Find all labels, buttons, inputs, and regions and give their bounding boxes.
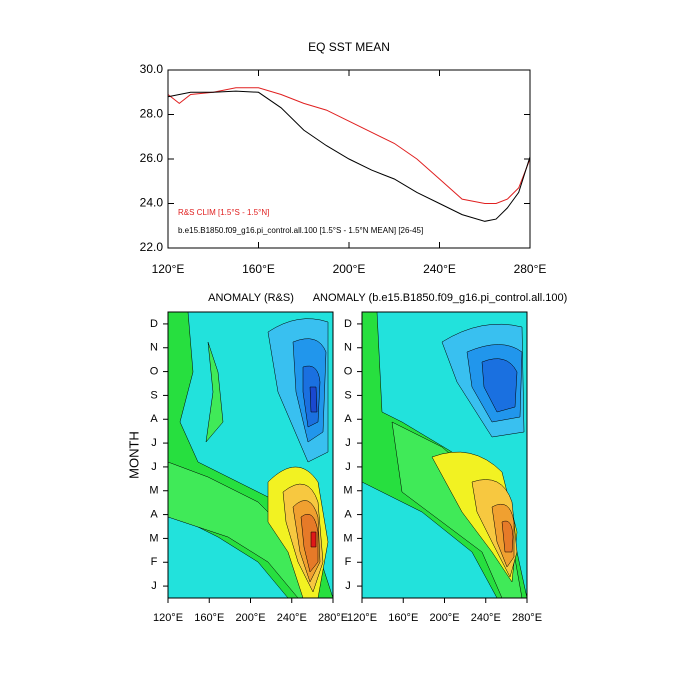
contour-fill	[300, 513, 319, 573]
contour-fill	[309, 386, 318, 413]
y-tick-label: J	[151, 580, 157, 592]
x-tick-label: 280°E	[512, 612, 542, 624]
x-tick-label: 200°E	[429, 612, 459, 624]
y-tick-label: M	[343, 532, 352, 544]
y-tick-label: A	[344, 413, 352, 425]
series-line	[167, 87, 531, 204]
x-tick-label: 200°E	[333, 262, 366, 276]
y-tick-label: M	[343, 485, 352, 497]
y-tick-label: S	[344, 389, 351, 401]
y-tick-label: O	[344, 365, 353, 377]
x-tick-label: 280°E	[514, 262, 547, 276]
y-tick-label: 28.0	[140, 107, 164, 121]
panel-title: ANOMALY (R&S)	[208, 292, 294, 304]
y-tick-label: O	[150, 365, 159, 377]
y-tick-label: 22.0	[140, 240, 164, 254]
y-tick-label: A	[150, 413, 158, 425]
plot-frame	[167, 69, 531, 249]
x-tick-label: 240°E	[471, 612, 501, 624]
x-tick-label: 160°E	[242, 262, 275, 276]
y-tick-label: F	[345, 556, 352, 568]
y-tick-label: J	[345, 580, 351, 592]
y-tick-label: A	[150, 508, 158, 520]
x-tick-label: 120°E	[152, 262, 185, 276]
contour-fill	[310, 531, 317, 548]
y-tick-label: 26.0	[140, 151, 164, 165]
y-tick-label: J	[345, 437, 351, 449]
y-tick-label: J	[151, 437, 157, 449]
contour-fill	[168, 461, 319, 598]
y-tick-label: N	[344, 342, 352, 354]
x-tick-label: 240°E	[423, 262, 456, 276]
contour-panel	[168, 312, 333, 598]
legend-entry: R&S CLIM [1.5°S - 1.5°N]	[178, 208, 269, 217]
x-tick-label: 280°E	[318, 612, 348, 624]
y-tick-label: F	[151, 556, 158, 568]
panel-title: ANOMALY (b.e15.B1850.f09_g16.pi_control.…	[313, 292, 568, 304]
y-tick-label: J	[151, 461, 157, 473]
x-tick-label: 160°E	[194, 612, 224, 624]
x-tick-label: 240°E	[277, 612, 307, 624]
y-tick-label: 24.0	[140, 196, 164, 210]
legend-entry: b.e15.B1850.f09_g16.pi_control.all.100 […	[178, 226, 423, 235]
contour-panel	[362, 312, 527, 598]
y-tick-label: J	[345, 461, 351, 473]
chart-title: EQ SST MEAN	[308, 40, 390, 54]
x-tick-label: 200°E	[235, 612, 265, 624]
y-tick-label: S	[150, 389, 157, 401]
x-tick-label: 120°E	[347, 612, 377, 624]
contour-fill	[481, 358, 518, 413]
y-tick-label: A	[344, 508, 352, 520]
y-axis-label: MONTH	[126, 431, 141, 479]
y-tick-label: D	[344, 318, 352, 330]
y-tick-label: M	[149, 532, 158, 544]
x-tick-label: 120°E	[153, 612, 183, 624]
x-tick-label: 160°E	[388, 612, 418, 624]
y-tick-label: 30.0	[140, 62, 164, 76]
y-tick-label: N	[150, 342, 158, 354]
y-tick-label: D	[150, 318, 158, 330]
y-tick-label: M	[149, 485, 158, 497]
contour-fill	[205, 341, 224, 443]
contour-fill	[501, 520, 514, 553]
series-line	[167, 90, 531, 222]
